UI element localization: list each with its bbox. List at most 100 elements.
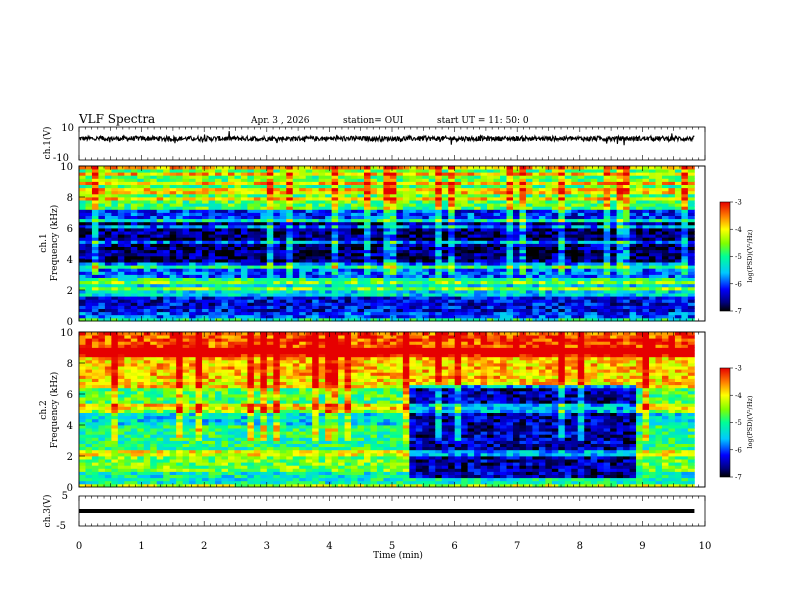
spectrogram-cell [584, 311, 592, 316]
spectrogram-cell [480, 290, 488, 294]
spectrogram-cell [422, 259, 430, 263]
spectrogram-cell [85, 259, 93, 263]
spectrogram-cell [376, 305, 384, 309]
spectrogram-cell [240, 311, 248, 316]
spectrogram-cell [668, 215, 676, 220]
spectrogram-cell [687, 181, 695, 185]
spectrogram-cell [396, 209, 404, 213]
spectrogram-cell [396, 274, 404, 278]
spectrogram-cell [474, 169, 481, 173]
spectrogram-cell [389, 271, 397, 275]
spectrogram-cell [571, 203, 579, 207]
spectrogram-cell [279, 175, 287, 179]
spectrogram-cell [525, 224, 533, 229]
spectrogram-cell [506, 187, 514, 192]
spectrogram-cell [150, 314, 158, 319]
spectrogram-cell [545, 206, 553, 210]
spectrogram-cell [493, 314, 501, 319]
spectrogram-cell [558, 265, 566, 269]
spectrogram-cell [396, 228, 404, 232]
spectrogram-cell [512, 268, 520, 272]
spectrogram-cell [681, 206, 689, 210]
spectrogram-cell [681, 268, 689, 272]
spectrogram-cell [357, 296, 365, 300]
spectrogram-cell [474, 296, 481, 300]
spectrogram-cell [532, 178, 540, 182]
spectrogram-cell [376, 299, 384, 303]
spectrogram-cell [500, 218, 507, 223]
spectrogram-cell [681, 274, 689, 278]
spectrogram-cell [253, 314, 261, 319]
spectrogram-cell [649, 240, 656, 244]
spectrogram-cell [448, 283, 456, 288]
spectrogram-cell [383, 203, 391, 207]
spectrogram-cell [260, 317, 268, 322]
spectrogram-cell [487, 221, 494, 226]
spectrogram-cell [402, 277, 410, 282]
spectrogram-cell [137, 200, 145, 204]
spectrogram-cell [487, 200, 494, 204]
spectrogram-cell [253, 262, 261, 266]
spectrogram-cell [500, 259, 507, 263]
spectrogram-cell [435, 218, 443, 223]
spectrogram-cell [292, 221, 300, 226]
spectrogram-cell [584, 280, 592, 285]
spectrogram-cell [610, 293, 618, 297]
spectrogram-cell [636, 296, 643, 300]
spectrogram-cell [292, 293, 300, 297]
spectrogram-cell [292, 283, 300, 288]
spectrogram-cell [519, 308, 527, 313]
spectrogram-cell [137, 215, 145, 220]
spectrogram-cell [370, 286, 378, 291]
spectrogram-cell [266, 277, 274, 282]
spectrogram-cell [227, 314, 235, 319]
ch1-waveform-line [78, 131, 695, 146]
spectrogram-cell [279, 166, 287, 170]
spectrogram-cell [111, 169, 119, 173]
spectrogram-cell [117, 290, 125, 294]
spectrogram-cell [441, 187, 449, 192]
spectrogram-cell [519, 197, 527, 201]
spectrogram-cell [512, 240, 520, 244]
spectrogram-cell [493, 187, 501, 192]
spectrogram-cell [240, 234, 248, 238]
spectrogram-cell [234, 314, 242, 319]
spectrogram-cell [681, 212, 689, 216]
spectrogram-cell [551, 215, 559, 220]
spectrogram-cell [655, 181, 663, 185]
spectrogram-cell [176, 290, 184, 294]
spectrogram-cell [597, 299, 605, 303]
spectrogram-cell [545, 181, 553, 185]
spectrogram-cell [182, 296, 190, 300]
spectrogram-cell [227, 252, 235, 257]
spectrogram-cell [500, 302, 507, 306]
spectrogram-cell [312, 262, 320, 266]
spectrogram-cell [435, 286, 443, 291]
spectrogram-cell [240, 166, 248, 170]
spectrogram-cell [150, 231, 158, 235]
spectrogram-cell [364, 252, 371, 257]
spectrogram-cell [208, 255, 216, 260]
spectrogram-cell [176, 228, 184, 232]
spectrogram-cell [590, 305, 598, 309]
spectrogram-cell [389, 317, 397, 322]
spectrogram-cell [124, 252, 132, 257]
spectrogram-cell [668, 228, 676, 232]
spectrogram-cell [312, 280, 320, 285]
spectrogram-cell [266, 169, 274, 173]
spectrogram-cell [202, 237, 209, 241]
spectrogram-cell [623, 218, 630, 223]
spectrogram-cell [286, 184, 294, 189]
spectrogram-cell [351, 209, 358, 213]
spectrogram-cell [98, 240, 106, 244]
spectrogram-cell [351, 277, 358, 282]
spectrogram-cell [681, 265, 689, 269]
spectrogram-cell [176, 262, 184, 266]
spectrogram-cell [117, 234, 125, 238]
spectrogram-cell [655, 293, 663, 297]
spectrogram-cell [519, 206, 527, 210]
spectrogram-cell [603, 296, 611, 300]
spectrogram-cell [603, 259, 611, 263]
spectrogram-cell [428, 299, 436, 303]
spectrogram-cell [318, 197, 326, 201]
